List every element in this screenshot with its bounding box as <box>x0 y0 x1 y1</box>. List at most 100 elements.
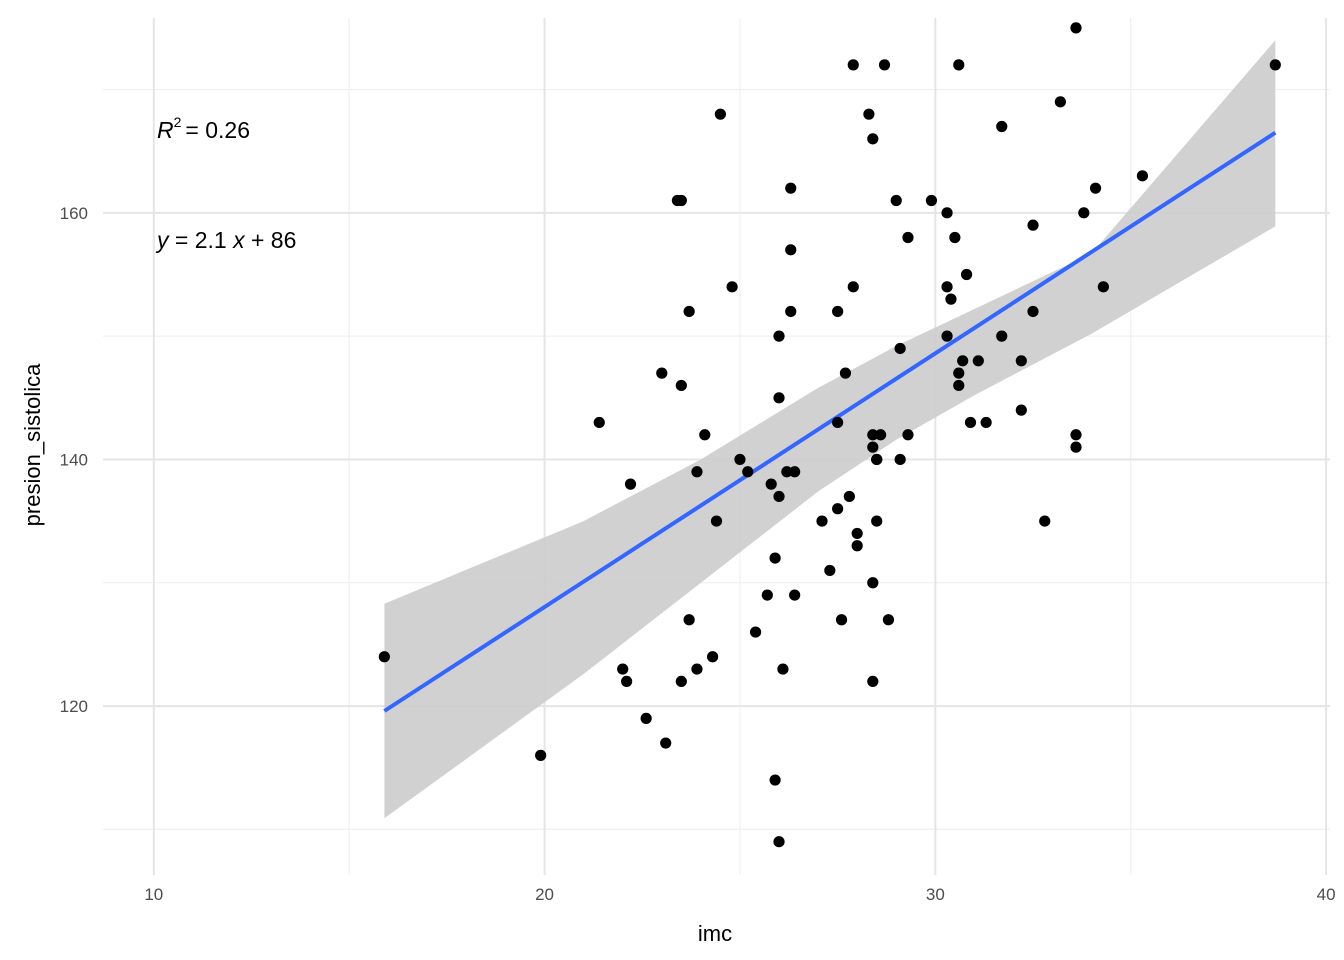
data-point <box>867 429 879 441</box>
data-point <box>683 305 695 318</box>
data-point <box>890 194 902 207</box>
data-point <box>1089 182 1102 194</box>
minor-gridlines <box>103 18 1330 875</box>
data-point <box>953 379 965 392</box>
confidence-band <box>384 40 1276 819</box>
data-point <box>785 305 797 318</box>
data-point <box>878 59 891 71</box>
data-point <box>640 712 652 724</box>
r-squared-annotation: R2 = 0.26 <box>157 114 250 143</box>
data-point <box>617 663 629 675</box>
data-point <box>875 429 887 441</box>
data-point <box>785 244 797 256</box>
data-point <box>742 466 754 478</box>
y-tick-labels: 120 140 160 <box>60 204 88 716</box>
data-point <box>1097 281 1109 293</box>
data-point <box>847 281 859 293</box>
data-point <box>832 416 844 429</box>
x-tick-label: 10 <box>144 885 163 904</box>
data-point <box>769 774 781 786</box>
data-point <box>867 675 879 688</box>
data-point <box>1078 207 1090 219</box>
x-tick-label: 40 <box>1317 885 1336 904</box>
data-point <box>781 466 793 478</box>
eq-rest: + 86 <box>245 227 297 253</box>
data-point <box>1054 96 1066 108</box>
data-point <box>871 453 883 466</box>
data-point <box>925 194 938 207</box>
eq-y: y <box>155 227 170 253</box>
data-point <box>714 108 727 120</box>
data-point <box>726 281 738 293</box>
eq-mid: = 2.1 <box>169 227 234 253</box>
data-point <box>675 675 687 688</box>
data-point <box>851 527 863 540</box>
data-point <box>851 540 863 552</box>
data-point <box>749 626 762 638</box>
data-point <box>964 416 977 429</box>
data-point <box>675 194 687 207</box>
data-point <box>624 478 637 490</box>
data-point <box>1070 429 1082 441</box>
data-point <box>945 293 957 305</box>
data-point <box>902 429 914 441</box>
data-point <box>1039 515 1051 527</box>
regression-line <box>383 131 1277 713</box>
y-tick-label: 120 <box>60 697 88 716</box>
data-point <box>941 281 953 293</box>
data-point <box>773 490 785 503</box>
data-point <box>843 490 855 503</box>
data-point <box>1070 22 1082 34</box>
data-point <box>777 663 789 675</box>
major-gridlines <box>103 18 1330 875</box>
r-value: = 0.26 <box>185 117 250 143</box>
data-point <box>832 305 844 318</box>
data-point <box>683 614 695 626</box>
data-point <box>691 663 703 675</box>
data-point <box>535 749 547 761</box>
data-point <box>675 379 687 392</box>
data-point <box>1027 305 1039 318</box>
data-point <box>941 207 953 219</box>
data-point <box>867 577 879 589</box>
data-point <box>867 133 879 145</box>
data-point <box>773 330 785 342</box>
data-point <box>1269 59 1281 71</box>
data-point <box>710 515 723 527</box>
data-point <box>847 59 859 71</box>
data-point <box>960 268 973 281</box>
data-point <box>949 231 961 244</box>
data-point <box>593 416 605 429</box>
data-point <box>816 515 828 527</box>
data-point <box>953 367 965 379</box>
data-point <box>996 330 1008 342</box>
equation-annotation: y = 2.1 x + 86 <box>155 227 296 253</box>
y-tick-label: 160 <box>60 204 88 223</box>
data-point <box>871 515 883 527</box>
data-point <box>832 503 844 515</box>
data-point <box>972 355 984 367</box>
data-point <box>882 614 895 626</box>
data-point <box>789 589 801 601</box>
data-point <box>656 367 668 379</box>
data-point <box>1027 219 1039 231</box>
data-point <box>957 355 969 367</box>
r-exponent: 2 <box>174 114 182 130</box>
data-point <box>1136 170 1149 182</box>
data-point <box>824 564 836 577</box>
data-point <box>765 478 777 490</box>
data-point <box>953 59 965 71</box>
x-tick-label: 30 <box>926 885 945 904</box>
data-point <box>773 836 785 848</box>
y-tick-label: 140 <box>60 450 88 469</box>
data-point <box>867 441 879 453</box>
x-tick-labels: 10 20 30 40 <box>144 885 1335 904</box>
x-axis-title: imc <box>698 921 732 946</box>
data-point <box>1015 355 1027 367</box>
data-point <box>1015 404 1027 416</box>
data-point <box>980 416 992 429</box>
data-point <box>773 392 785 404</box>
data-point <box>894 453 906 466</box>
data-point <box>902 231 914 244</box>
